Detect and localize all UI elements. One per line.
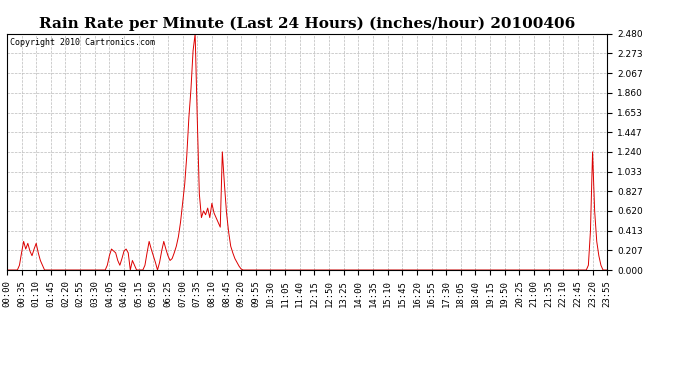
Title: Rain Rate per Minute (Last 24 Hours) (inches/hour) 20100406: Rain Rate per Minute (Last 24 Hours) (in… (39, 17, 575, 31)
Text: Copyright 2010 Cartronics.com: Copyright 2010 Cartronics.com (10, 39, 155, 48)
